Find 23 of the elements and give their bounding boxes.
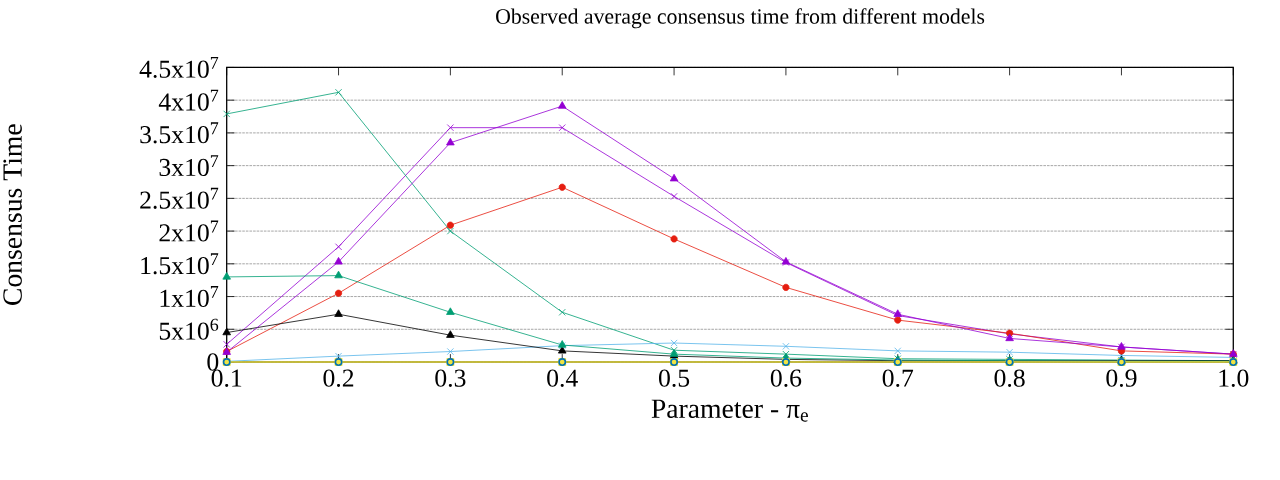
x-tick-label: 0.2 — [323, 369, 354, 387]
x-tick-label: 0.3 — [435, 369, 466, 387]
x-axis-title: Parameter - π$_{e}$ — [651, 399, 808, 422]
y-tick-label: 5x10$^{6}$ — [159, 318, 219, 340]
chart-title: Observed average consensus time from different models — [496, 8, 985, 29]
x-tick-label: 0.7 — [882, 369, 914, 387]
y-tick-label: 0 — [207, 353, 219, 371]
x-tick-label: 0.6 — [770, 369, 802, 387]
y-tick-label: 4.5x10$^{7}$ — [139, 56, 219, 78]
y-tick-label: 1.5x10$^{7}$ — [141, 253, 219, 275]
x-tick-label: 0.5 — [658, 369, 690, 387]
x-tick-label: 0.8 — [994, 369, 1025, 387]
y-tick-label: 2x10$^{7}$ — [159, 220, 219, 242]
x-tick-label: 1.0 — [1219, 369, 1249, 387]
y-tick-label: 4x10$^{7}$ — [158, 89, 219, 111]
x-tick-label: 0.9 — [1106, 369, 1137, 387]
y-tick-label: 3x10$^{7}$ — [159, 155, 219, 177]
y-tick-label: 2.5x10$^{7}$ — [140, 187, 219, 209]
y-axis-title: Consensus Time — [3, 124, 22, 305]
x-tick-label: 0.1 — [211, 369, 242, 387]
x-tick-label: 0.4 — [547, 369, 578, 387]
y-tick-label: 1x10$^{7}$ — [160, 286, 219, 307]
y-tick-label: 3.5x10$^{7}$ — [140, 122, 219, 144]
